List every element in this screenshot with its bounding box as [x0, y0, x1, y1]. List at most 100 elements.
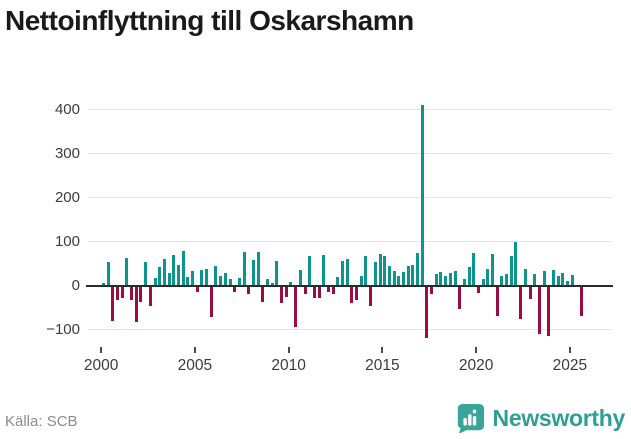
- bar: [491, 253, 495, 286]
- bar: [116, 285, 120, 301]
- bar: [148, 285, 152, 307]
- bar: [223, 272, 227, 286]
- bar: [561, 272, 565, 286]
- chart-title: Nettoinflyttning till Oskarshamn: [5, 5, 414, 36]
- bar: [167, 272, 171, 286]
- bar: [233, 285, 237, 292]
- bar: [280, 285, 284, 304]
- bar: [298, 269, 302, 286]
- bar: [444, 276, 448, 286]
- bar: [383, 256, 387, 286]
- bar: [153, 278, 157, 286]
- bar: [547, 285, 551, 336]
- bar: [331, 285, 335, 295]
- bar: [420, 104, 424, 286]
- bar: [205, 268, 209, 286]
- bar: [523, 268, 527, 286]
- bar: [430, 285, 434, 295]
- bar: [195, 285, 199, 293]
- bar: [186, 276, 190, 286]
- bar: [467, 267, 471, 286]
- bar: [566, 280, 570, 286]
- y-axis-tick-label: 100: [54, 232, 80, 250]
- bar: [458, 285, 462, 309]
- x-axis-tick-label: 2020: [458, 357, 494, 374]
- gridline: [88, 329, 613, 331]
- bar: [130, 285, 134, 301]
- bar: [392, 271, 396, 286]
- bar: [556, 275, 560, 286]
- x-axis-tick-label: 2000: [83, 357, 119, 374]
- bar: [373, 262, 377, 286]
- bar: [219, 276, 223, 286]
- bar: [486, 268, 490, 286]
- bar: [537, 285, 541, 335]
- bar: [505, 273, 509, 286]
- bar: [580, 285, 584, 316]
- bar: [181, 251, 185, 286]
- bar: [481, 279, 485, 286]
- bar: [144, 261, 148, 286]
- bar: [453, 271, 457, 286]
- bar: [162, 258, 166, 286]
- bar: [397, 276, 401, 286]
- source-label: Källa: SCB: [5, 413, 78, 430]
- bar: [528, 285, 532, 299]
- bar: [369, 285, 373, 307]
- bar: [542, 270, 546, 286]
- bar: [139, 285, 143, 302]
- y-axis-tick-label: −100: [46, 320, 80, 338]
- bar: [158, 267, 162, 286]
- bar: [322, 254, 326, 286]
- bar: [294, 285, 298, 328]
- bar: [570, 275, 574, 286]
- gridline: [88, 197, 613, 199]
- bar: [303, 285, 307, 294]
- x-axis-tick-mark: [568, 347, 571, 353]
- gridline: [88, 153, 613, 155]
- bar: [448, 273, 452, 286]
- gridline: [88, 109, 613, 111]
- bar: [476, 285, 480, 293]
- bar: [350, 285, 354, 303]
- x-axis-tick-mark: [287, 347, 290, 353]
- bar: [270, 283, 274, 286]
- bar: [519, 285, 523, 320]
- x-axis-tick-mark: [193, 347, 196, 353]
- x-axis-tick-label: 2015: [365, 357, 400, 374]
- x-axis-tick-mark: [475, 347, 478, 353]
- bar: [106, 261, 110, 286]
- bar: [261, 285, 265, 302]
- newsworthy-badge-icon: [455, 403, 485, 434]
- y-axis-tick-label: 400: [54, 100, 80, 118]
- bar: [341, 260, 345, 286]
- bar: [439, 272, 443, 286]
- gridline: [88, 241, 613, 243]
- bar: [251, 260, 255, 286]
- bar: [509, 255, 513, 286]
- bar: [317, 285, 321, 299]
- bar: [191, 271, 195, 286]
- bar: [237, 278, 241, 286]
- x-axis-tick-label: 2005: [177, 357, 213, 374]
- bar: [495, 285, 499, 316]
- bar: [134, 285, 138, 323]
- zero-axis-line: [86, 284, 613, 287]
- y-axis-tick-label: 300: [54, 144, 80, 162]
- bar: [336, 276, 340, 286]
- bar: [472, 252, 476, 286]
- bar: [266, 279, 270, 286]
- bar: [387, 266, 391, 286]
- bar: [416, 252, 420, 286]
- x-axis-tick-label: 2010: [271, 357, 306, 374]
- bar: [209, 285, 213, 318]
- bar: [364, 255, 368, 286]
- bar: [120, 285, 124, 299]
- bar: [125, 258, 129, 286]
- newsworthy-wordmark: Newsworthy: [492, 404, 626, 431]
- x-axis-tick-mark: [100, 347, 103, 353]
- x-axis-tick-label: 2025: [552, 357, 588, 374]
- bar: [401, 272, 405, 286]
